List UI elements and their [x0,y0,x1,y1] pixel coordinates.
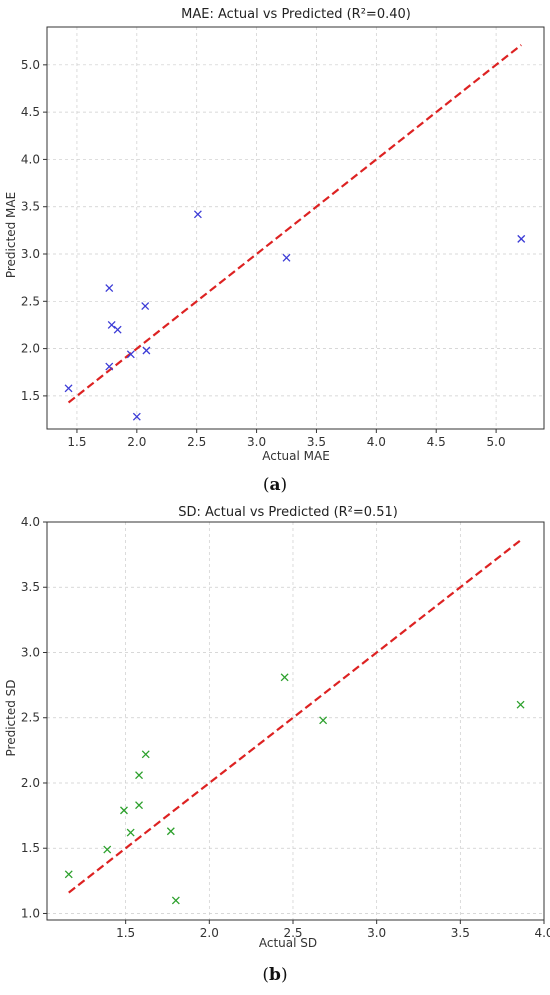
x-tick-label: 3.5 [451,926,470,940]
plot-frame [46,521,545,921]
figure-caption: (b) [262,965,287,985]
data-point [64,870,73,879]
data-point [141,302,150,310]
data-point [280,673,289,682]
data-point [517,234,526,243]
data-point [126,828,135,837]
data-point [64,384,73,393]
grid-lines [47,521,545,920]
data-points [64,673,525,905]
axis-ticks: 1.5 2.0 2.5 3.0 3.5 4.0 4.5 5.0 1.5 2.0 2.5 3.0 3.5 4… [21,58,506,449]
data-point [319,716,328,725]
x-tick-label: 5.0 [487,435,506,449]
data-point [142,346,151,355]
data-point [105,284,114,293]
x-tick-label: 4.0 [534,926,550,940]
x-tick-label: 2.0 [127,435,146,449]
data-point [135,771,143,780]
data-point [120,806,128,815]
y-tick-label: 4.0 [21,515,40,529]
data-points [64,210,526,421]
fit-line [68,539,522,894]
data-point [107,320,116,329]
x-tick-label: 3.0 [247,435,266,449]
x-axis-label: Actual MAE [262,449,330,463]
y-tick-label: 3.5 [21,200,40,214]
x-tick-label: 4.0 [367,435,386,449]
y-tick-label: 1.0 [21,906,40,920]
x-tick-label: 4.5 [427,435,446,449]
diagonal-reference-line [68,539,522,894]
data-point [105,362,114,371]
data-point [132,412,141,421]
x-tick-label: 2.0 [200,926,219,940]
fit-line [67,44,522,404]
data-point [126,350,135,359]
y-tick-label: 2.5 [21,294,40,308]
data-point [193,210,202,219]
y-tick-label: 1.5 [21,389,40,403]
x-tick-label: 3.0 [367,926,386,940]
mae-scatter-chart: MAE: Actual vs Predicted (R²=0.40) 1.5 2.… [4,7,545,495]
figure-caption: (a) [263,475,287,495]
x-tick-label: 3.5 [307,435,326,449]
y-axis-label: Predicted MAE [4,192,18,278]
data-point [141,750,150,759]
sd-scatter-chart: SD: Actual vs Predicted (R²=0.51) 1.5 2.0… [4,505,550,985]
x-tick-label: 1.5 [116,926,135,940]
data-point [113,325,122,334]
x-tick-label: 2.5 [283,926,302,940]
data-point [516,700,525,709]
data-point [282,253,291,262]
y-tick-label: 2.5 [21,711,40,725]
diagonal-reference-line [67,44,522,404]
data-point [171,896,180,905]
axis-ticks: 1.5 2.0 2.5 3.0 3.5 4.0 1.0 1.5 2.0 2.5 3.0 3.5 4.0 [21,515,550,940]
chart-title: SD: Actual vs Predicted (R²=0.51) [178,505,398,520]
y-tick-label: 5.0 [21,58,40,72]
data-point [166,827,175,836]
chart-title: MAE: Actual vs Predicted (R²=0.40) [181,7,411,22]
y-tick-label: 4.0 [21,152,40,166]
x-tick-label: 1.5 [67,435,86,449]
x-tick-label: 2.5 [187,435,206,449]
y-tick-label: 3.0 [21,247,40,261]
y-tick-label: 1.5 [21,841,40,855]
data-point [103,845,112,854]
y-tick-label: 3.0 [21,645,40,659]
plot-frame [46,26,545,430]
y-tick-label: 3.5 [21,580,40,594]
y-tick-label: 2.0 [21,342,40,356]
y-tick-label: 4.5 [21,105,40,119]
x-axis-label: Actual SD [259,936,317,950]
grid-lines [47,27,544,429]
data-point [135,801,143,810]
y-tick-label: 2.0 [21,776,40,790]
y-axis-label: Predicted SD [4,679,18,756]
